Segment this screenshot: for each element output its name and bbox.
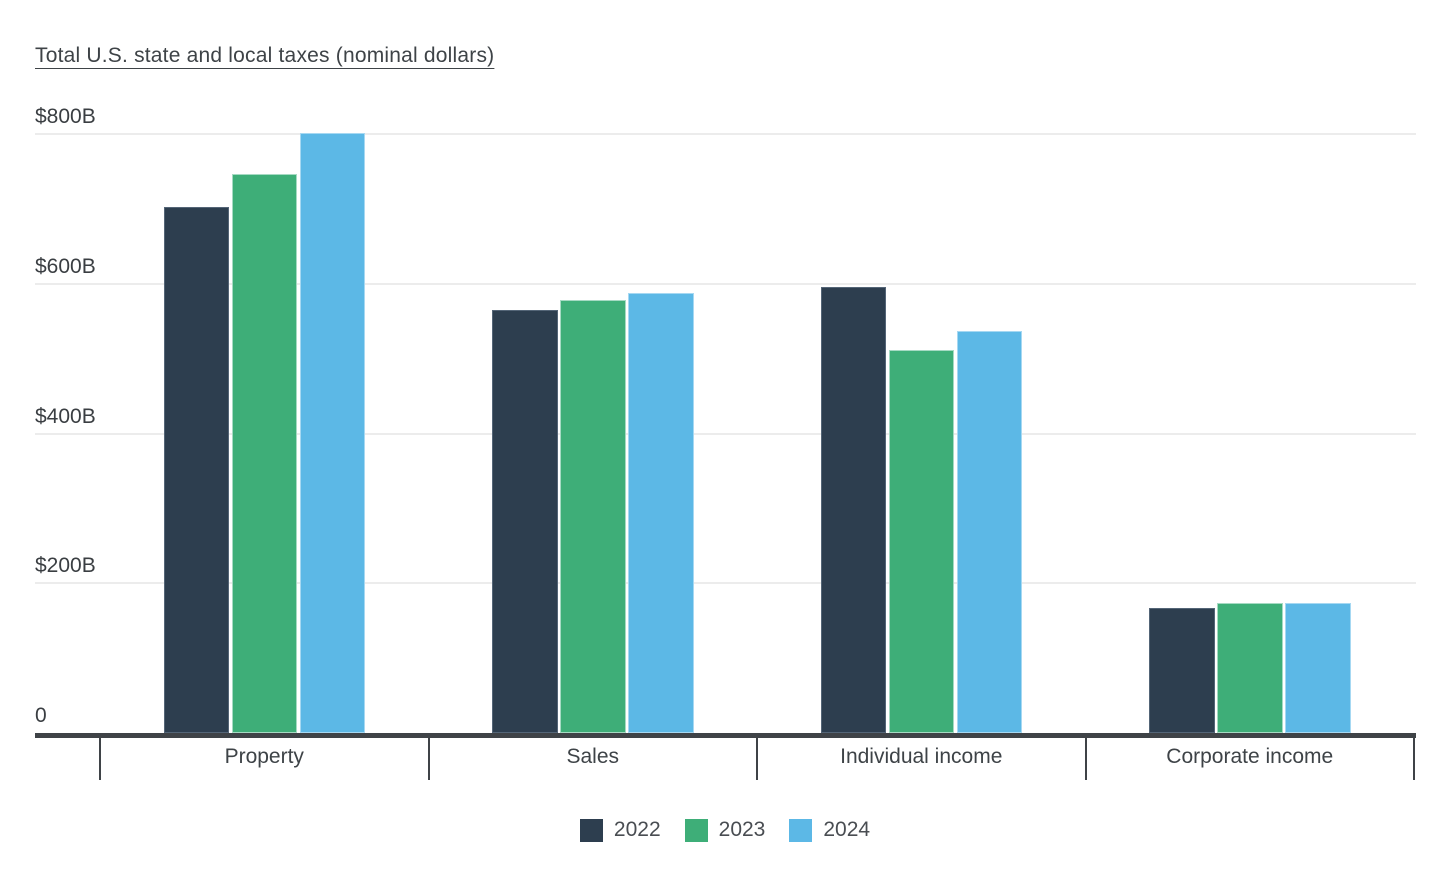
x-axis-line <box>35 733 1416 738</box>
bar-2024-corporate-income <box>1285 602 1351 733</box>
bar-2022-corporate-income <box>1149 607 1215 733</box>
chart-title: Total U.S. state and local taxes (nomina… <box>35 44 495 67</box>
legend: 2022 2023 2024 <box>0 818 1450 842</box>
bar-2023-sales <box>560 300 626 733</box>
x-axis-category-label: Individual income <box>840 745 1003 768</box>
bar-2024-sales <box>628 293 694 733</box>
y-axis-tick-label: $200B <box>35 554 96 578</box>
x-axis-tick <box>1413 733 1415 780</box>
bar-2022-property <box>163 206 229 733</box>
x-axis-tick <box>756 733 758 780</box>
bar-2023-individual-income <box>888 350 954 733</box>
legend-swatch-2024 <box>789 818 813 842</box>
legend-label: 2022 <box>613 818 661 841</box>
bar-2023-property <box>231 174 297 733</box>
y-axis-tick-label: 0 <box>35 704 47 727</box>
x-axis-tick <box>427 733 430 780</box>
x-axis-category-label: Property <box>224 745 304 768</box>
x-axis-category-label: Sales <box>566 745 620 768</box>
y-gridline <box>35 133 1416 135</box>
bar-2024-individual-income <box>956 330 1022 733</box>
bar-2024-property <box>299 133 365 733</box>
legend-swatch-2023 <box>684 818 708 842</box>
y-gridline <box>35 582 1416 585</box>
legend-item-2024: 2024 <box>789 818 870 842</box>
bar-2022-sales <box>492 309 558 733</box>
x-axis-category-label: Corporate income <box>1166 745 1334 768</box>
x-axis-tick <box>1084 733 1087 780</box>
legend-item-2023: 2023 <box>684 818 766 842</box>
bar-2023-corporate-income <box>1217 603 1283 733</box>
y-axis-tick-label: $400B <box>35 404 96 428</box>
y-gridline <box>35 432 1416 435</box>
legend-swatch-2022 <box>579 818 603 842</box>
legend-label: 2023 <box>718 818 766 841</box>
y-axis-tick-label: $800B <box>35 105 96 128</box>
legend-label: 2024 <box>823 818 871 841</box>
y-gridline <box>35 282 1416 285</box>
legend-item-2022: 2022 <box>579 818 661 842</box>
x-axis-tick <box>99 733 101 780</box>
y-axis-tick-label: $600B <box>35 254 96 278</box>
bar-2022-individual-income <box>820 286 886 733</box>
